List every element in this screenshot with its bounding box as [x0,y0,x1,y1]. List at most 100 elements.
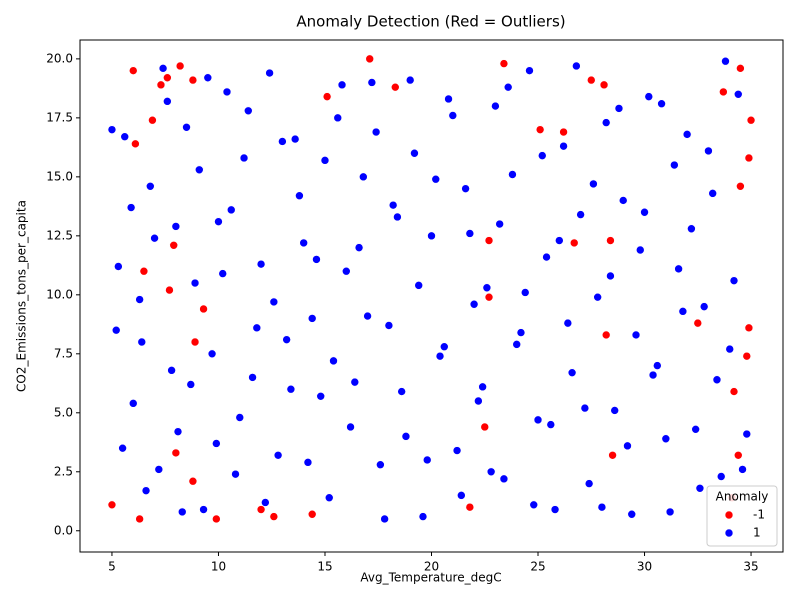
plot-frame [79,39,784,553]
point [186,380,196,389]
point [397,387,406,396]
point [282,335,291,344]
point [171,448,181,458]
legend-title: Anomaly [716,490,769,504]
point [725,344,735,354]
point [682,130,692,139]
point [376,460,385,470]
point [674,264,683,274]
point [431,174,441,184]
point [687,224,696,234]
point [190,278,200,288]
point [329,356,338,366]
point [648,370,658,380]
point [661,434,671,444]
y-tick-label: 7.5 [54,346,73,360]
point [231,469,240,479]
point [742,429,752,439]
point [367,78,377,87]
point [120,132,130,142]
point [729,387,739,396]
point [465,229,475,238]
point [363,311,372,321]
point [535,125,545,134]
point [156,80,166,90]
point [218,269,228,278]
point [114,262,123,271]
point [653,361,662,370]
point [719,87,728,97]
point [322,92,332,101]
point [346,422,355,432]
point [627,509,637,519]
x-tick-label: 5 [108,560,116,574]
point [107,125,117,134]
point [452,446,462,455]
point [303,458,313,467]
point [733,450,743,460]
point [508,170,517,179]
y-tick-label: 20.0 [46,51,73,65]
point [165,285,174,295]
point [721,56,730,66]
point [235,413,245,422]
point [269,297,279,307]
point [606,236,615,245]
point [128,66,138,75]
point [559,127,568,137]
point [580,403,590,413]
x-tick-label: 15 [317,560,332,574]
point [525,66,534,75]
point [729,276,739,285]
point [418,512,428,521]
point [482,283,492,293]
point [350,377,360,387]
point [359,172,368,182]
point [484,236,494,245]
point [248,373,257,382]
point [333,113,343,123]
point [354,243,364,252]
point [480,422,490,432]
point [316,391,326,401]
point [559,141,568,151]
point [601,330,611,340]
point [469,299,479,309]
legend-label: 1 [753,526,761,540]
point [312,255,321,264]
point [439,342,449,352]
point [631,330,641,340]
y-tick-label: 10.0 [46,287,73,301]
point [199,505,208,514]
point [405,75,415,85]
point [388,200,398,210]
point [699,302,709,311]
point [640,207,649,217]
x-axis-label: Avg_Temperature_degC [360,571,501,585]
point [606,271,615,281]
point [733,89,743,99]
point [670,160,679,170]
point [512,340,522,349]
y-tick-label: 5.0 [54,405,73,419]
point [111,325,121,335]
x-tick-label: 35 [743,560,758,574]
point [746,115,756,125]
point [708,189,718,198]
point [691,425,700,434]
point [148,115,157,125]
point [623,441,632,451]
point [567,368,577,377]
point [448,111,458,120]
point [273,450,283,460]
point [188,476,198,486]
point [380,514,389,524]
point [139,266,149,276]
point [173,427,183,436]
point [599,80,609,90]
point [286,384,296,394]
point [484,292,494,302]
point [299,238,308,248]
point [337,80,347,90]
point [435,351,445,361]
